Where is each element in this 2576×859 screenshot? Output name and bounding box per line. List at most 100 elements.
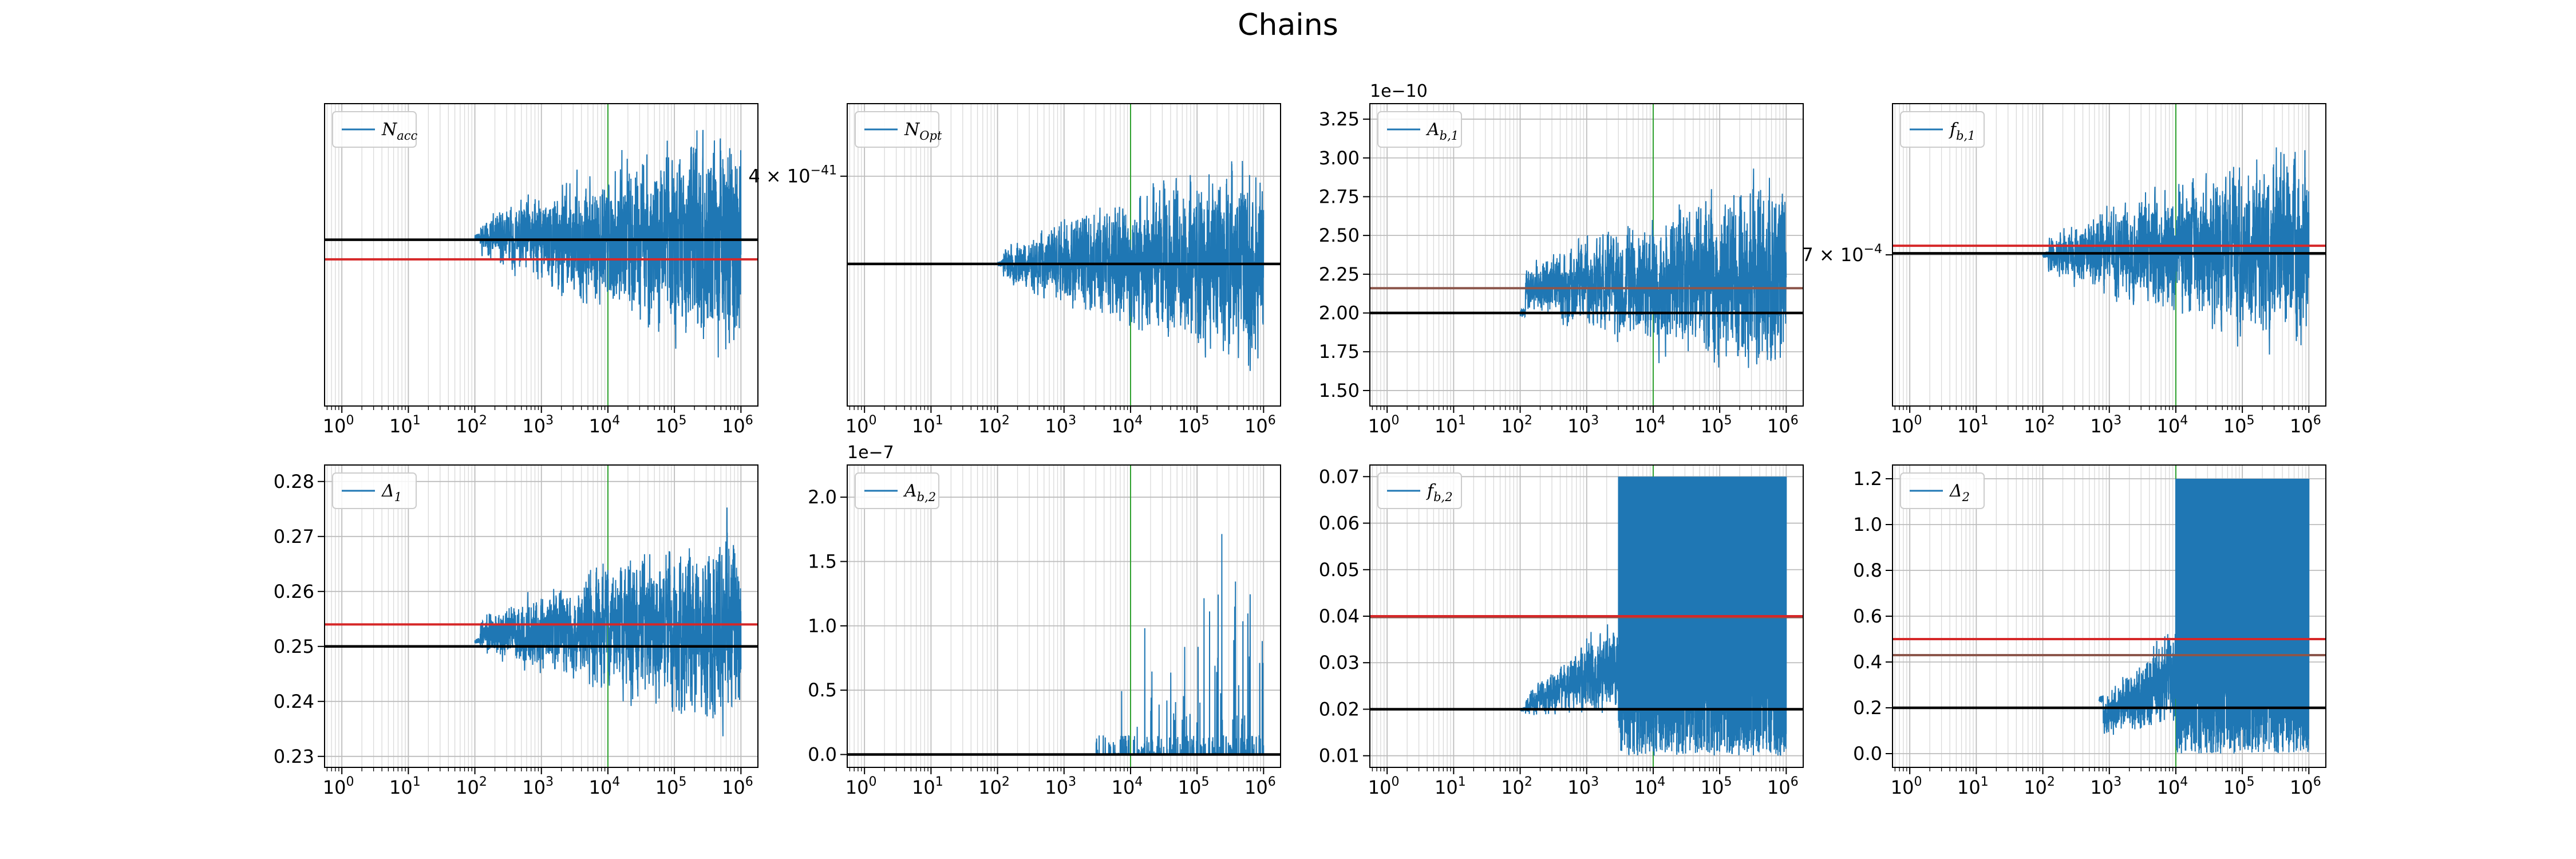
y-tick-label: 1.0 — [808, 615, 837, 637]
x-tick-label: 103 — [1567, 413, 1599, 437]
y-tick-label: 2.25 — [1319, 263, 1360, 285]
x-tick-label: 104 — [1634, 413, 1666, 437]
subplot-3: 100 101 102 103 104 105 106 1.50 1.75 2.00 2.25 2.5… — [1319, 81, 1804, 437]
axis-offset-text: 1e−7 — [847, 443, 894, 463]
chain-trace — [2098, 478, 2310, 754]
x-tick-label: 103 — [2090, 413, 2121, 437]
y-tick-label: 0.28 — [274, 471, 314, 492]
x-tick-label: 103 — [1045, 413, 1076, 437]
legend-label: Ab,1 — [1425, 120, 1459, 143]
x-tick-label: 106 — [1767, 413, 1799, 437]
x-tick-label: 104 — [589, 413, 621, 437]
x-tick-label: 102 — [2024, 413, 2055, 437]
axes-frame — [847, 464, 1281, 768]
y-tick-label: 2.75 — [1319, 186, 1360, 207]
axes-frame — [1369, 464, 1804, 768]
legend: fb,1 — [1900, 111, 1985, 148]
y-tick-label: 0.05 — [1319, 559, 1360, 581]
y-tick-label: 7 × 10−4 — [1801, 242, 1882, 266]
y-tick-label: 1.0 — [1853, 514, 1882, 535]
x-tick-label: 104 — [589, 775, 621, 798]
x-tick-label: 105 — [1701, 413, 1732, 437]
x-tick-label: 104 — [1634, 775, 1666, 798]
legend: Δ2 — [1900, 472, 1985, 509]
y-tick-label: 3.00 — [1319, 147, 1360, 169]
chain-trace — [1519, 168, 1787, 368]
y-tick-label: 0.2 — [1853, 697, 1882, 719]
x-tick-label: 105 — [655, 413, 687, 437]
x-tick-label: 100 — [1891, 775, 1922, 798]
y-tick-label: 1.2 — [1853, 468, 1882, 490]
y-tick-label: 0.23 — [274, 746, 314, 767]
x-tick-label: 103 — [1045, 775, 1076, 798]
y-tick-label: 0.0 — [1853, 743, 1882, 765]
x-tick-label: 104 — [2157, 775, 2188, 798]
x-tick-label: 106 — [1767, 775, 1799, 798]
x-tick-label: 102 — [2024, 775, 2055, 798]
y-tick-label: 1.75 — [1319, 341, 1360, 362]
x-tick-label: 106 — [2290, 775, 2321, 798]
y-tick-label: 0.03 — [1319, 652, 1360, 673]
x-tick-label: 100 — [846, 775, 877, 798]
x-tick-label: 104 — [2157, 413, 2188, 437]
axes-frame — [1892, 464, 2326, 768]
subplot-8: 100 101 102 103 104 105 106 0.0 0.2 0.4 0.6 0.8 1.0 1… — [1853, 464, 2326, 798]
y-tick-label: 1.5 — [808, 551, 837, 573]
x-tick-label: 100 — [323, 775, 354, 798]
legend: NOpt — [855, 111, 942, 148]
x-tick-label: 100 — [323, 413, 354, 437]
x-tick-label: 101 — [1957, 775, 1989, 798]
x-tick-label: 105 — [2223, 775, 2255, 798]
x-tick-label: 100 — [1368, 413, 1400, 437]
subplot-6: 100 101 102 103 104 105 106 0.0 0.5 1.0 1.5 2.0 1e−7… — [808, 443, 1281, 798]
legend: Ab,1 — [1377, 111, 1462, 148]
legend: fb,2 — [1377, 472, 1462, 509]
x-tick-label: 101 — [912, 413, 943, 437]
x-tick-label: 101 — [1435, 413, 1466, 437]
y-tick-label: 0.8 — [1853, 559, 1882, 581]
y-tick-label: 0.02 — [1319, 698, 1360, 720]
x-tick-label: 106 — [1244, 413, 1276, 437]
x-tick-label: 100 — [1891, 413, 1922, 437]
axes-frame — [1369, 103, 1804, 407]
y-tick-label: 2.50 — [1319, 224, 1360, 246]
x-tick-label: 102 — [978, 775, 1010, 798]
y-tick-label: 4 × 10−41 — [748, 164, 837, 187]
x-tick-label: 103 — [522, 775, 554, 798]
y-tick-label: 0.25 — [274, 636, 314, 657]
x-tick-label: 101 — [912, 775, 943, 798]
x-tick-label: 105 — [2223, 413, 2255, 437]
x-tick-label: 101 — [389, 413, 421, 437]
legend: Ab,2 — [855, 472, 939, 509]
subplot-5: 100 101 102 103 104 105 106 0.23 0.24 0.25 0.26 0.2… — [274, 464, 758, 798]
y-tick-label: 0.01 — [1319, 745, 1360, 767]
x-tick-label: 106 — [1244, 775, 1276, 798]
chain-trace — [474, 129, 742, 358]
y-tick-label: 0.24 — [274, 691, 314, 712]
x-tick-label: 100 — [1368, 775, 1400, 798]
subplot-7: 100 101 102 103 104 105 106 0.01 0.02 0.03 0.04 0.0… — [1319, 464, 1804, 798]
y-tick-label: 0.5 — [808, 679, 837, 701]
x-tick-label: 102 — [456, 775, 487, 798]
x-tick-label: 106 — [722, 413, 753, 437]
x-tick-label: 102 — [1501, 775, 1532, 798]
y-tick-label: 1.50 — [1319, 380, 1360, 401]
y-tick-label: 0.06 — [1319, 513, 1360, 534]
x-tick-label: 103 — [522, 413, 554, 437]
y-tick-label: 0.4 — [1853, 651, 1882, 673]
legend: Δ1 — [332, 472, 417, 509]
y-tick-label: 0.07 — [1319, 466, 1360, 487]
x-tick-label: 102 — [1501, 413, 1532, 437]
x-tick-label: 103 — [2090, 775, 2121, 798]
x-tick-label: 101 — [1435, 775, 1466, 798]
axes-frame — [1892, 103, 2326, 407]
x-tick-label: 106 — [722, 775, 753, 798]
x-tick-label: 105 — [1701, 775, 1732, 798]
x-tick-label: 106 — [2290, 413, 2321, 437]
x-tick-label: 101 — [389, 775, 421, 798]
y-tick-label: 2.00 — [1319, 302, 1360, 324]
y-tick-label: 0.0 — [808, 744, 837, 766]
y-tick-label: 0.6 — [1853, 605, 1882, 627]
x-tick-label: 105 — [1178, 775, 1210, 798]
x-tick-label: 103 — [1567, 775, 1599, 798]
